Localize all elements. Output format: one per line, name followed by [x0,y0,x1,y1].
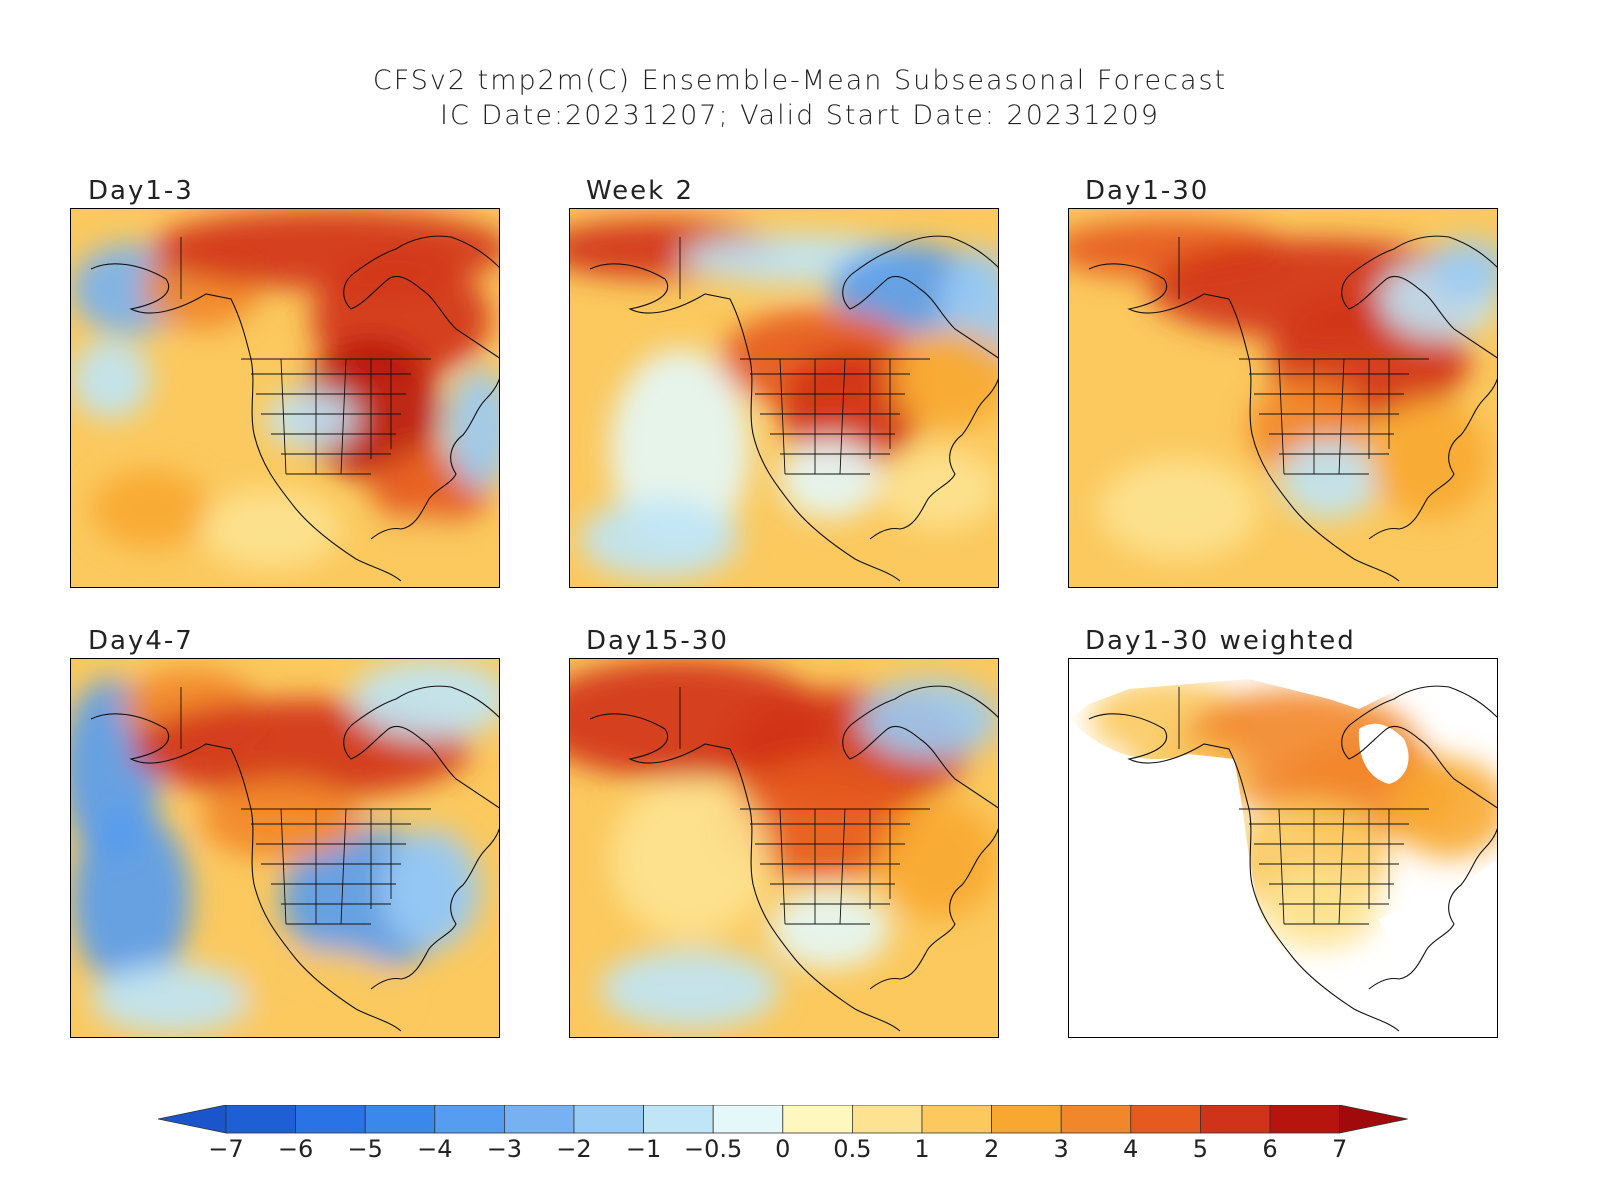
map-svg [570,209,998,587]
map-svg [71,659,499,1037]
colorbar-swatch [364,1105,436,1134]
map-panel-day1-30 [1068,208,1498,588]
colorbar-swatch [295,1105,366,1134]
map-panel-day1-30-weighted [1068,658,1498,1038]
panel-label-day1-30-weighted: Day1-30 weighted [1085,626,1356,656]
panel-label-week2: Week 2 [586,176,695,206]
colorbar-tick-label: −4 [417,1135,453,1163]
colorbar-swatch [1060,1105,1132,1134]
colorbar-tick-label: 0 [775,1135,791,1163]
map-panel-week2 [569,208,999,588]
colorbar-tick-label: −7 [208,1135,244,1163]
colorbar-tick-label: 3 [1053,1135,1069,1163]
colorbar-swatch [1200,1105,1271,1134]
map-svg [1069,209,1497,587]
map-svg [570,659,998,1037]
colorbar-tick-label: −2 [556,1135,592,1163]
map-svg [1069,659,1497,1037]
colorbar-swatch [434,1105,505,1134]
colorbar-swatch [921,1105,992,1134]
chart-title: CFSv2 tmp2m(C) Ensemble-Mean Subseasonal… [372,65,1228,96]
colorbar-tick-label: 4 [1123,1135,1139,1163]
map-svg [71,209,499,587]
colorbar-left-arrow [158,1105,227,1134]
colorbar-tick-label: 5 [1192,1135,1209,1163]
panel-label-day15-30: Day15-30 [586,626,729,656]
panel-label-day1-3: Day1-3 [88,176,194,206]
map-panel-day15-30 [569,658,999,1038]
map-panel-day1-3 [70,208,500,588]
colorbar-tick-label: −6 [277,1135,314,1163]
colorbar-tick-label: −5 [347,1135,383,1163]
chart-subtitle: IC Date:20231207; Valid Start Date: 2023… [440,100,1160,131]
colorbar-right-arrow [1339,1105,1408,1134]
colorbar-tick-label: −0.5 [684,1135,743,1163]
colorbar-swatch [225,1105,296,1134]
panel-label-day4-7: Day4-7 [88,626,194,656]
colorbar-tick-label: 2 [983,1135,1000,1163]
colorbar-swatch [1269,1105,1340,1134]
colorbar-tick-label: 0.5 [833,1135,872,1163]
colorbar-swatch [852,1105,923,1134]
colorbar-tick-label: −1 [625,1135,662,1163]
colorbar-tick-label: 6 [1262,1135,1278,1163]
colorbar-swatch [503,1105,575,1134]
colorbar-tick-label: −3 [486,1135,523,1163]
colorbar-tick-label: 1 [914,1135,930,1163]
colorbar-tick-label: 7 [1331,1135,1348,1163]
map-panel-day4-7 [70,658,500,1038]
colorbar-swatch [643,1105,714,1134]
panel-label-day1-30: Day1-30 [1085,176,1210,206]
colorbar-swatch [712,1105,784,1134]
colorbar [158,1105,1408,1134]
colorbar-swatch [991,1105,1062,1134]
colorbar-swatch [573,1105,644,1134]
colorbar-swatch [1130,1105,1201,1134]
colorbar-swatch [782,1105,853,1134]
